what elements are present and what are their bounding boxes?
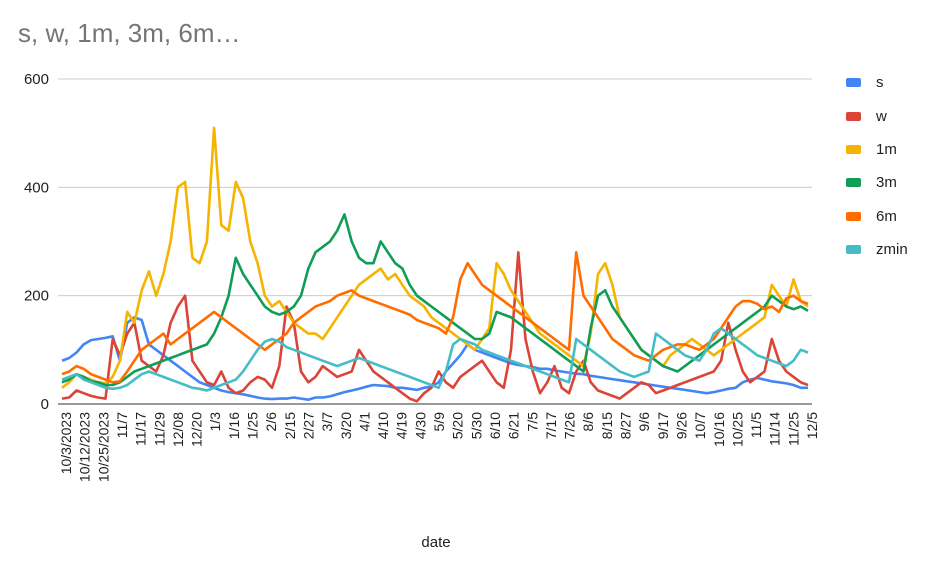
x-tick-label: 7/17: [543, 412, 559, 439]
series-layer: [61, 126, 809, 403]
x-tick-label: 2/6: [263, 412, 279, 432]
x-tick-label: 2/27: [300, 412, 316, 439]
x-tick-label: 7/26: [562, 412, 578, 439]
x-tick-label: 10/16: [711, 412, 727, 447]
y-tick-label: 600: [24, 71, 49, 88]
x-tick-label: 6/10: [487, 412, 503, 439]
x-tick-label: 9/6: [636, 412, 652, 432]
x-tick-label: 1/3: [207, 412, 223, 432]
legend-swatch: [846, 211, 861, 221]
x-tick-label: 10/12/2023: [77, 412, 93, 482]
x-tick-label: 9/17: [655, 412, 671, 439]
x-tick-label: 1/25: [245, 412, 261, 439]
x-tick-label: 8/6: [580, 412, 596, 432]
y-tick-label: 200: [24, 288, 49, 305]
chart-title: s, w, 1m, 3m, 6m…: [18, 18, 241, 48]
x-tick-label: 11/25: [785, 412, 801, 446]
series-line-6m: [61, 251, 809, 384]
series-line-w: [61, 251, 809, 403]
legend-item-s: s: [846, 66, 908, 99]
x-tick-label: 11/17: [133, 412, 149, 446]
x-tick-label: 12/20: [189, 412, 205, 447]
legend-label: zmin: [876, 241, 908, 259]
x-tick-label: 1/16: [226, 412, 242, 439]
legend-swatch: [846, 111, 861, 121]
x-tick-label: 7/5: [524, 412, 540, 432]
legend-item-3m: 3m: [846, 166, 908, 199]
x-tick-label: 8/27: [618, 412, 634, 439]
x-tick-label: 11/5: [748, 412, 764, 438]
legend-label: 3m: [876, 174, 897, 192]
x-tick-label: 3/7: [319, 412, 335, 432]
x-tick-label: 10/25: [729, 412, 745, 447]
legend-swatch: [846, 78, 861, 88]
x-tick-label: 4/1: [356, 412, 372, 432]
x-tick-label: 5/30: [468, 412, 484, 439]
legend-swatch: [846, 245, 861, 255]
x-axis-ticks: 10/3/2023 10/12/2023 10/25/2023 11/7 11/17 11…: [58, 412, 820, 482]
x-tick-label: 5/9: [431, 412, 447, 432]
legend-item-zmin: zmin: [846, 233, 908, 266]
x-tick-label: 11/14: [767, 412, 783, 446]
x-tick-label: 10/25/2023: [95, 412, 111, 482]
legend-label: w: [876, 107, 887, 125]
x-tick-label: 11/7: [114, 412, 130, 438]
y-tick-label: 0: [41, 396, 49, 413]
x-tick-label: 6/21: [506, 412, 522, 439]
x-tick-label: 11/29: [151, 412, 167, 446]
x-tick-label: 3/20: [338, 412, 354, 439]
x-tick-label: 10/3/2023: [58, 412, 74, 474]
legend-label: s: [876, 74, 884, 92]
legend-swatch: [846, 144, 861, 154]
legend-item-6m: 6m: [846, 200, 908, 233]
legend-item-w: w: [846, 99, 908, 132]
x-tick-label: 4/30: [412, 412, 428, 439]
x-tick-label: 4/10: [375, 412, 391, 439]
legend-item-1m: 1m: [846, 133, 908, 166]
y-tick-label: 400: [24, 179, 49, 196]
series-line-3m: [61, 213, 809, 387]
series-line-s: [61, 315, 808, 402]
x-tick-label: 9/26: [673, 412, 689, 439]
x-tick-label: 12/5: [804, 412, 820, 439]
x-axis-label: date: [421, 534, 450, 551]
legend-label: 1m: [876, 140, 897, 158]
x-tick-label: 10/7: [692, 412, 708, 439]
x-tick-label: 4/19: [394, 412, 410, 439]
x-tick-label: 5/20: [450, 412, 466, 439]
legend-swatch: [846, 178, 861, 188]
y-axis-ticks: 0 200 400 600: [24, 71, 49, 413]
chart-legend: s w 1m 3m 6m zmin: [846, 66, 908, 266]
x-tick-label: 8/15: [599, 412, 615, 439]
x-tick-label: 12/08: [170, 412, 186, 447]
x-tick-label: 2/15: [282, 412, 298, 439]
legend-label: 6m: [876, 207, 897, 225]
series-line-zmin: [61, 326, 809, 392]
